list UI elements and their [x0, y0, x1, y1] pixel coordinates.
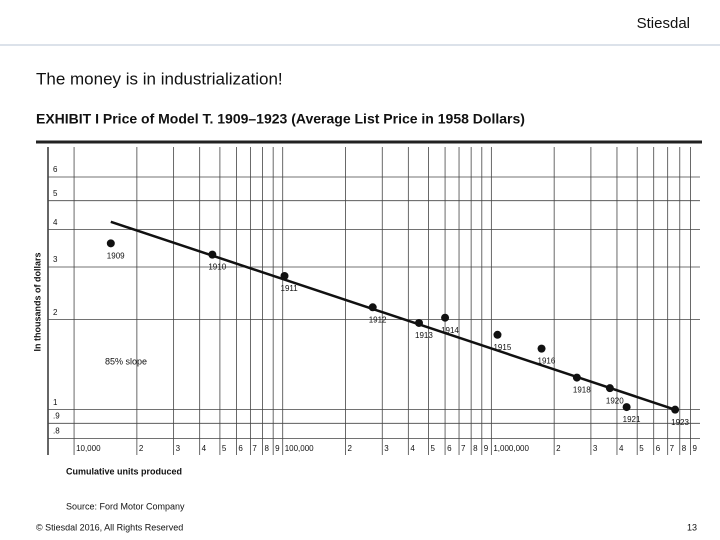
data-point: [106, 239, 115, 248]
data-point: [415, 318, 424, 327]
x-tick-label: 100,000: [285, 444, 314, 453]
data-point: [368, 303, 377, 312]
y-tick-label: 1: [53, 398, 58, 407]
x-tick-label: 2: [348, 444, 353, 453]
annotation: 85% slope: [105, 356, 147, 366]
source: Source: Ford Motor Company: [66, 501, 185, 511]
point-label: 1914: [441, 326, 459, 335]
x-tick-label: 5: [431, 444, 436, 453]
x-tick-label: 9: [275, 444, 280, 453]
x-tick-label: 7: [670, 444, 675, 453]
y-tick-label: .9: [53, 411, 60, 420]
point-label: 1918: [573, 386, 591, 395]
x-tick-label: 3: [593, 444, 598, 453]
x-tick-label: 2: [556, 444, 561, 453]
x-tick-label: 3: [384, 444, 389, 453]
x-tick-label: 4: [410, 444, 415, 453]
x-tick-label: 3: [176, 444, 181, 453]
point-label: 1913: [415, 331, 433, 340]
y-tick-label: 3: [53, 255, 58, 264]
y-tick-label: .8: [53, 427, 60, 436]
heading: The money is in industrialization!: [36, 69, 283, 88]
data-point: [493, 330, 502, 339]
x-tick-label: 9: [692, 444, 697, 453]
y-tick-label: 5: [53, 189, 58, 198]
data-point: [605, 384, 614, 393]
point-label: 1916: [538, 357, 556, 366]
x-tick-label: 8: [682, 444, 687, 453]
x-tick-label: 6: [656, 444, 661, 453]
x-tick-label: 7: [461, 444, 466, 453]
footer: © Stiesdal 2016, All Rights Reserved: [36, 522, 183, 532]
data-point: [280, 271, 289, 280]
page-number: 13: [687, 522, 697, 532]
x-tick-label: 1,000,000: [493, 444, 529, 453]
point-label: 1909: [107, 251, 125, 260]
x-tick-label: 6: [447, 444, 452, 453]
y-tick-label: 2: [53, 308, 58, 317]
point-label: 1920: [606, 396, 624, 405]
x-axis-title: Cumulative units produced: [66, 466, 182, 476]
x-tick-label: 6: [238, 444, 243, 453]
point-label: 1923: [671, 418, 689, 427]
x-tick-label: 2: [139, 444, 144, 453]
x-tick-label: 5: [222, 444, 227, 453]
y-tick-label: 4: [53, 218, 58, 227]
data-point: [671, 405, 680, 414]
data-point: [208, 250, 217, 259]
x-tick-label: 9: [484, 444, 489, 453]
x-tick-label: 4: [202, 444, 207, 453]
x-tick-label: 8: [473, 444, 478, 453]
chart-title: EXHIBIT I Price of Model T. 1909–1923 (A…: [36, 111, 525, 127]
x-tick-label: 5: [639, 444, 644, 453]
y-axis-title: In thousands of dollars: [32, 252, 42, 351]
data-point: [572, 373, 581, 382]
point-label: 1911: [281, 284, 299, 293]
data-point: [537, 344, 546, 353]
point-label: 1910: [208, 263, 226, 272]
point-label: 1915: [493, 343, 511, 352]
point-label: 1921: [623, 415, 641, 424]
x-tick-label: 4: [619, 444, 624, 453]
x-tick-label: 7: [252, 444, 257, 453]
point-label: 1912: [369, 315, 387, 324]
data-point: [622, 403, 631, 412]
brand: Stiesdal: [637, 15, 690, 32]
x-tick-label: 10,000: [76, 444, 101, 453]
y-tick-label: 6: [53, 165, 58, 174]
trend-line: [110, 220, 676, 411]
data-point: [441, 313, 450, 322]
x-tick-label: 8: [264, 444, 269, 453]
